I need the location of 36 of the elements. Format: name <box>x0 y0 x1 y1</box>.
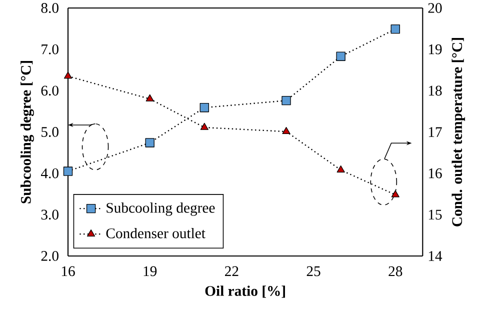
x-tick-label: 22 <box>225 266 238 276</box>
y2-tick-label: 20 <box>428 3 442 13</box>
x-axis-title: Oil ratio [%] <box>205 286 285 298</box>
y-tick-label: 4.0 <box>40 168 58 178</box>
y-tick-label: 6.0 <box>41 86 58 96</box>
x-tick-label: 16 <box>62 266 75 276</box>
y-tick-label: 3.0 <box>41 210 58 220</box>
point <box>391 190 400 198</box>
point <box>63 166 73 176</box>
legend-label: Subcooling degree <box>106 202 215 216</box>
x-tick-label: 28 <box>388 266 402 276</box>
y2-tick-label: 18 <box>428 86 442 96</box>
point <box>282 96 291 106</box>
point <box>336 52 346 61</box>
point <box>390 24 400 34</box>
y-tick-label: 2.0 <box>41 251 58 261</box>
point <box>282 126 290 134</box>
y2-tick-label: 17 <box>428 127 442 137</box>
x-tick-label: 25 <box>306 266 320 276</box>
point <box>336 165 345 172</box>
y2-tick-label: 16 <box>428 168 442 178</box>
point <box>146 94 154 102</box>
y-axis-title: Subcooling degree [°C] <box>20 61 34 204</box>
y-tick-label: 7.0 <box>42 44 58 54</box>
y-tick-label: 5.0 <box>42 127 58 137</box>
point <box>145 138 154 148</box>
point <box>64 72 72 79</box>
y-tick-label: 8.0 <box>41 3 58 13</box>
y2-tick-label: 19 <box>428 44 442 54</box>
y2-tick-label: 14 <box>428 251 442 261</box>
y2-axis-title: Cond. outlet temperature [°C] <box>452 38 466 226</box>
legend-label: Condenser outlet <box>106 228 206 238</box>
x-tick-label: 19 <box>144 266 157 276</box>
y2-tick-label: 15 <box>428 210 442 220</box>
point <box>200 103 210 112</box>
point <box>200 122 208 130</box>
